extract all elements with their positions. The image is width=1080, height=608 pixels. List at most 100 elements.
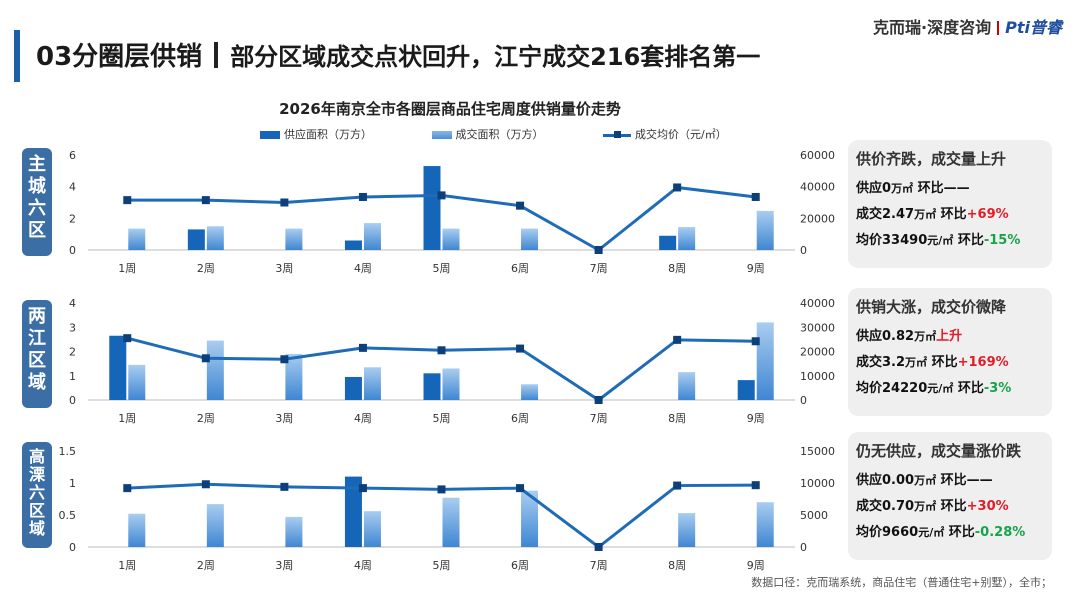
y-left-tick-label: 1 bbox=[69, 477, 76, 490]
x-tick-label: 3周 bbox=[275, 559, 293, 572]
y-right-tick-label: 10000 bbox=[800, 370, 835, 383]
bar-deal bbox=[521, 490, 539, 547]
deal-label: 成交 bbox=[856, 499, 883, 514]
brand-logo: 克而瑞·深度咨询 Pti普睿 bbox=[873, 14, 1062, 38]
bar-supply bbox=[423, 373, 441, 400]
bar-deal bbox=[678, 372, 696, 400]
supply-unit: 万㎡ bbox=[891, 182, 914, 195]
deal-change-label: 环比 bbox=[940, 207, 967, 222]
bar-supply bbox=[344, 376, 362, 400]
legend-supply-label: 供应面积（万方） bbox=[284, 128, 372, 141]
price-change: -15% bbox=[983, 233, 1021, 248]
summary-deal: 成交0.70万㎡ 环比+30% bbox=[856, 495, 1044, 514]
supply-label: 供应 bbox=[856, 473, 883, 488]
price-point bbox=[751, 192, 760, 201]
x-tick-label: 1周 bbox=[118, 262, 136, 275]
y-left-tick-label: 2 bbox=[69, 212, 76, 225]
summary-panel-gaoli: 仍无供应，成交量涨价跌 供应0.00万㎡ 环比—— 成交0.70万㎡ 环比+30… bbox=[848, 432, 1052, 560]
supply-change: —— bbox=[966, 473, 993, 488]
price-point bbox=[201, 196, 210, 205]
legend-supply: 供应面积（万方） bbox=[260, 126, 372, 142]
x-tick-label: 9周 bbox=[747, 412, 765, 425]
supply-label: 供应 bbox=[856, 181, 883, 196]
supply-unit: 万㎡ bbox=[914, 474, 937, 487]
price-point bbox=[358, 343, 367, 352]
x-tick-label: 5周 bbox=[433, 262, 451, 275]
price-change-label: 环比 bbox=[948, 525, 975, 540]
price-point bbox=[280, 355, 289, 364]
bar-deal bbox=[442, 368, 460, 400]
x-tick-label: 4周 bbox=[354, 412, 372, 425]
price-change: -3% bbox=[983, 381, 1012, 396]
brand-name: 克而瑞·深度咨询 bbox=[873, 18, 992, 37]
price-point bbox=[516, 484, 525, 493]
price-point bbox=[594, 396, 603, 404]
supply-value: 0.82 bbox=[882, 329, 915, 344]
bar-deal bbox=[128, 364, 146, 400]
price-point bbox=[437, 485, 446, 494]
price-point bbox=[280, 482, 289, 491]
summary-supply: 供应0.82万㎡上升 bbox=[856, 325, 1044, 344]
x-tick-label: 1周 bbox=[118, 559, 136, 572]
x-tick-label: 3周 bbox=[275, 262, 293, 275]
price-point bbox=[201, 480, 210, 489]
deal-change: +69% bbox=[966, 207, 1009, 222]
y-left-tick-label: 3 bbox=[69, 321, 76, 334]
bar-deal bbox=[678, 227, 696, 250]
summary-deal: 成交3.2万㎡ 环比+169% bbox=[856, 351, 1044, 370]
chart-title: 2026年南京全市各圈层商品住宅周度供销量价走势 bbox=[279, 100, 621, 118]
y-right-tick-label: 5000 bbox=[800, 509, 828, 522]
x-tick-label: 5周 bbox=[433, 412, 451, 425]
price-point bbox=[516, 344, 525, 353]
price-unit: 元/㎡ bbox=[927, 382, 954, 395]
price-point bbox=[673, 183, 682, 192]
summary-supply: 供应0.00万㎡ 环比—— bbox=[856, 469, 1044, 488]
deal-unit: 万㎡ bbox=[914, 208, 937, 221]
summary-panel-liangjiang: 供销大涨，成交价微降 供应0.82万㎡上升 成交3.2万㎡ 环比+169% 均价… bbox=[848, 288, 1052, 416]
x-tick-label: 8周 bbox=[668, 412, 686, 425]
region-label-main-text: 主城六区 bbox=[28, 154, 46, 241]
price-label: 均价 bbox=[856, 525, 883, 540]
bar-deal bbox=[521, 228, 539, 250]
deal-change-label: 环比 bbox=[940, 499, 967, 514]
y-left-tick-label: 0 bbox=[69, 541, 76, 554]
page-title-subtitle: 部分区域成交点状回升，江宁成交216套排名第一 bbox=[230, 43, 761, 71]
price-point bbox=[751, 337, 760, 346]
x-tick-label: 9周 bbox=[747, 559, 765, 572]
price-point bbox=[516, 201, 525, 210]
deal-label: 成交 bbox=[856, 355, 883, 370]
legend-deal: 成交面积（万方） bbox=[431, 126, 544, 142]
bar-deal bbox=[678, 513, 696, 547]
region-label-liangjiang-text: 两江区域 bbox=[28, 306, 46, 393]
price-change-label: 环比 bbox=[957, 233, 984, 248]
bar-deal bbox=[206, 226, 224, 250]
price-value: 9660 bbox=[882, 525, 919, 540]
bar-deal bbox=[756, 210, 774, 250]
deal-change: +30% bbox=[966, 499, 1009, 514]
legend-deal-label: 成交面积（万方） bbox=[455, 128, 544, 141]
page-title: 03分圈层供销 部分区域成交点状回升，江宁成交216套排名第一 bbox=[36, 36, 760, 73]
page-title-section: 03分圈层供销 bbox=[36, 42, 203, 72]
price-change: -0.28% bbox=[974, 525, 1026, 540]
region-label-main: 主城六区 bbox=[22, 148, 52, 256]
supply-change-label: 环比 bbox=[940, 473, 967, 488]
x-tick-label: 2周 bbox=[197, 412, 215, 425]
bar-deal bbox=[285, 353, 303, 400]
y-left-tick-label: 0 bbox=[69, 394, 76, 407]
bar-deal bbox=[285, 516, 303, 547]
price-point bbox=[123, 196, 132, 205]
bar-deal bbox=[363, 367, 381, 400]
y-left-tick-label: 1 bbox=[69, 370, 76, 383]
x-tick-label: 7周 bbox=[590, 559, 608, 572]
region-label-gaoli: 高溧六区域 bbox=[22, 442, 52, 548]
summary-panel-main: 供价齐跌，成交量上升 供应0万㎡ 环比—— 成交2.47万㎡ 环比+69% 均价… bbox=[848, 140, 1052, 268]
bar-deal bbox=[756, 502, 774, 547]
supply-value: 0.00 bbox=[882, 473, 915, 488]
supply-value: 0 bbox=[882, 181, 892, 196]
x-tick-label: 2周 bbox=[197, 262, 215, 275]
price-point bbox=[437, 346, 446, 355]
y-right-tick-label: 20000 bbox=[800, 346, 835, 359]
price-value: 24220 bbox=[882, 381, 928, 396]
bar-supply bbox=[423, 166, 441, 250]
